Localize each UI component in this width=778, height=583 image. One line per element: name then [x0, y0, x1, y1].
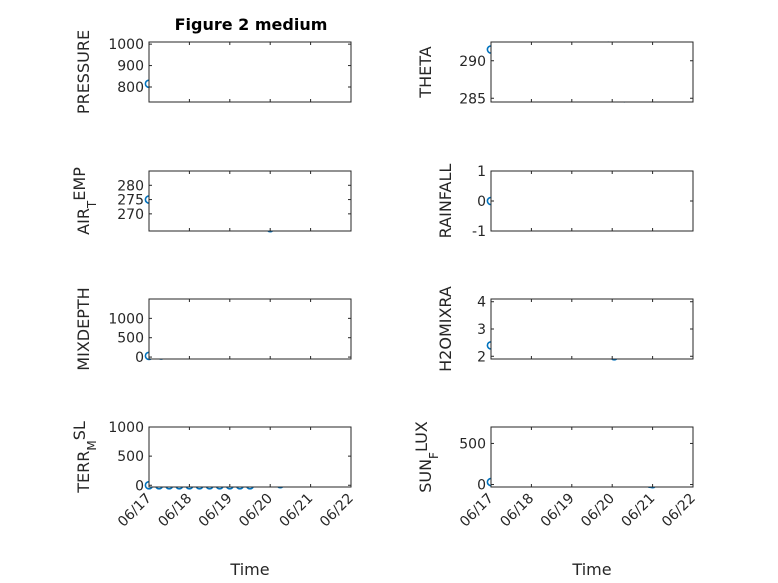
axes-frame	[490, 298, 694, 360]
y-tick-label: 800	[117, 80, 144, 96]
y-tick-label: -1	[472, 224, 486, 240]
subplot-terr-msl: 0 500 1000 TERRMSL 06/17 06/18 06/19 06/20 06/21…	[70, 420, 357, 579]
y-tick-label: 270	[117, 207, 144, 223]
axes-frame	[148, 41, 352, 103]
y-tick-label: 500	[117, 331, 144, 347]
subplot-h2omixra: 2 3 4 H2OMIXRA	[436, 286, 694, 372]
y-tick-label: 2	[477, 349, 486, 365]
axes-frame	[148, 170, 352, 232]
y-axis-label: RAINFALL	[436, 164, 455, 239]
subplot-theta: 285 290 THETA	[416, 41, 694, 107]
y-tick-label: 1000	[108, 420, 144, 436]
y-tick-label: 275	[117, 193, 144, 209]
y-tick-label: 500	[117, 449, 144, 465]
y-tick-label: 1	[477, 164, 486, 180]
y-tick-label: 500	[459, 436, 486, 452]
y-tick-label: 0	[135, 478, 144, 494]
y-tick-label: 0	[135, 350, 144, 366]
x-axis-label: Time	[229, 560, 269, 579]
x-tick-label: 06/22	[659, 491, 699, 531]
x-tick-label: 06/17	[115, 491, 155, 531]
x-tick-label: 06/21	[277, 491, 317, 531]
axes-frame	[148, 426, 352, 488]
y-tick-label: 0	[477, 478, 486, 494]
y-axis-label: PRESSURE	[74, 30, 93, 114]
subplot-mixdepth: 0 500 1000 MIXDEPTH	[74, 287, 352, 371]
x-axis-label: Time	[571, 560, 611, 579]
y-tick-label: 290	[459, 54, 486, 70]
y-axis-label: TERRMSL	[70, 421, 99, 494]
x-tick-label: 06/18	[497, 491, 537, 531]
subplot-pressure: 800 900 1000 PRESSURE	[74, 30, 352, 114]
axes-frame	[490, 170, 694, 232]
x-tick-label: 06/18	[155, 491, 195, 531]
y-axis-label: H2OMIXRA	[436, 286, 455, 372]
x-tick-label: 06/19	[538, 491, 578, 531]
y-tick-label: 1000	[108, 37, 144, 53]
axes-frame	[148, 298, 352, 360]
x-tick-label: 06/20	[578, 491, 618, 531]
y-tick-label: 285	[459, 91, 486, 107]
subplot-rainfall: -1 0 1 RAINFALL	[436, 164, 694, 240]
y-tick-label: 280	[117, 178, 144, 194]
y-axis-label: THETA	[416, 46, 435, 98]
y-tick-label: 3	[477, 322, 486, 338]
y-tick-label: 0	[477, 194, 486, 210]
axes-frame	[490, 426, 694, 488]
y-axis-label: AIRTEMP	[70, 167, 99, 235]
y-tick-label: 900	[117, 59, 144, 75]
x-tick-label: 06/20	[236, 491, 276, 531]
y-tick-label: 4	[477, 295, 486, 311]
x-tick-label: 06/21	[619, 491, 659, 531]
y-axis-label: MIXDEPTH	[74, 287, 93, 370]
axes-frame	[490, 41, 694, 103]
subplot-sun-flux: 0 500 SUNFLUX 06/17 06/18 06/19 06/20 06/21 06/2…	[412, 421, 699, 579]
x-tick-label: 06/19	[196, 491, 236, 531]
x-tick-label: 06/22	[317, 491, 357, 531]
y-tick-label: 1000	[108, 311, 144, 327]
figure-title: Figure 2 medium	[175, 15, 328, 34]
x-tick-label: 06/17	[457, 491, 497, 531]
y-axis-label: SUNFLUX	[412, 421, 441, 493]
